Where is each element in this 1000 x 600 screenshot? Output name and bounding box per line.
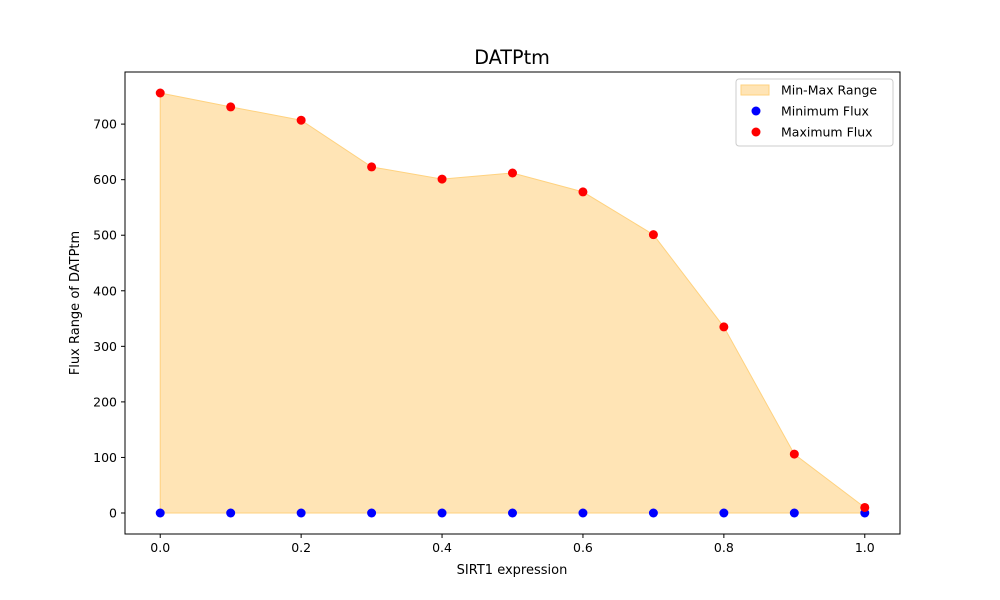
maximum-flux-point [648,230,658,240]
legend-marker-maximum [751,127,761,137]
x-tick-label: 0.4 [432,540,452,555]
min-max-range-area [159,92,866,514]
maximum-flux-point [155,88,165,98]
legend-swatch-range [740,84,770,96]
maximum-flux-point [789,449,799,459]
minimum-flux-point [508,508,517,518]
legend-label: Minimum Flux [781,104,869,119]
chart-title: DATPtm [474,46,550,69]
y-tick-label: 400 [93,283,117,298]
x-axis: 0.0 0.2 0.4 0.6 0.8 1.0 [150,534,875,555]
y-tick-label: 200 [93,394,117,409]
maximum-flux-point [508,168,517,178]
y-tick-label: 300 [93,339,117,354]
x-tick-label: 0.0 [150,540,170,555]
y-tick-label: 100 [93,450,117,465]
maximum-flux-point [437,174,447,184]
y-tick-label: 700 [93,117,117,132]
x-tick-label: 0.6 [573,540,593,555]
legend-label: Maximum Flux [781,125,873,140]
minimum-flux-point [789,508,799,518]
plot-area [155,88,870,518]
maximum-flux-point [367,162,377,172]
y-axis: 0 100 200 300 400 500 600 700 [93,117,125,521]
minimum-flux-point [648,508,658,518]
minimum-flux-point [296,508,306,518]
plot-frame [124,71,901,535]
minimum-flux-point [226,508,236,518]
y-axis-label: Flux Range of DATPtm [68,231,83,375]
minimum-flux-point [367,508,377,518]
maximum-flux-point [719,322,729,332]
maximum-flux-point [578,187,588,197]
legend-marker-minimum [751,106,761,116]
x-tick-label: 0.2 [291,540,311,555]
maximum-flux-point [226,102,236,112]
y-tick-label: 600 [93,172,117,187]
minimum-flux-point [578,508,588,518]
y-tick-label: 0 [109,506,117,521]
minimum-flux-point [719,508,729,518]
x-axis-label: SIRT1 expression [457,563,568,578]
maximum-flux-point [860,502,870,512]
y-tick-label: 500 [93,228,117,243]
x-tick-label: 0.8 [714,540,734,555]
legend-frame [735,78,894,147]
legend-label: Min-Max Range [781,83,877,98]
maximum-flux-point [296,115,306,125]
minimum-flux-point [437,508,447,518]
x-tick-label: 1.0 [855,540,875,555]
minimum-flux-point [155,508,165,518]
legend: Min-Max Range Minimum Flux Maximum Flux [735,78,894,147]
